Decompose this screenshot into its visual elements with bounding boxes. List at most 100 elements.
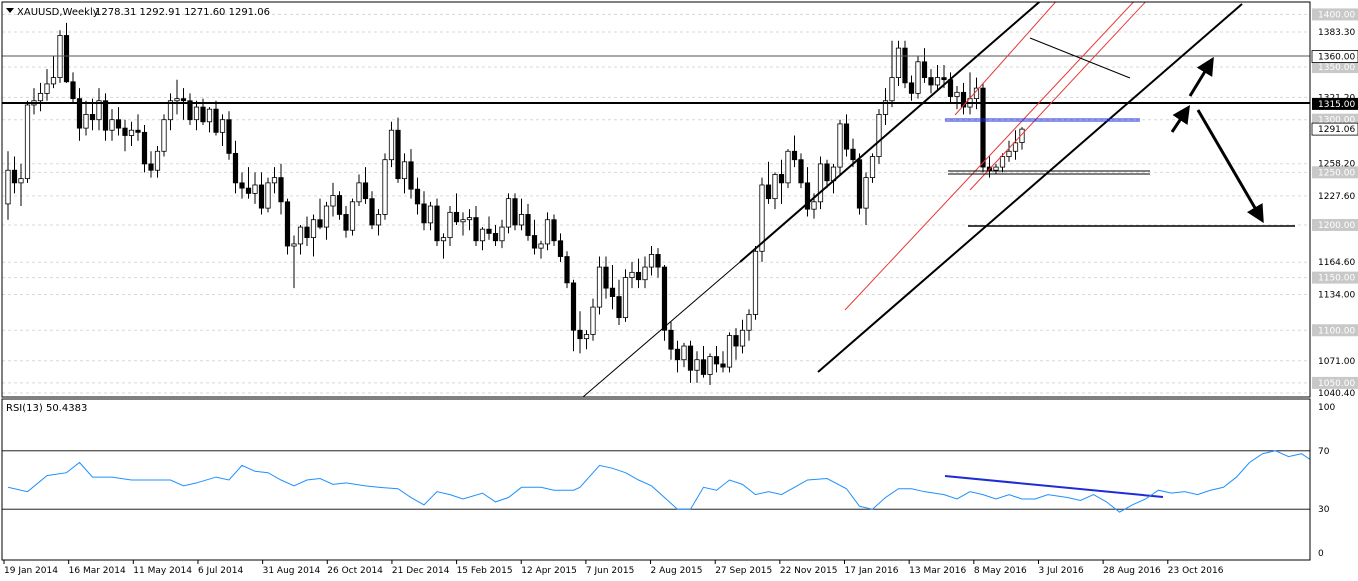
price-level-tag: 1100.00 [1312, 324, 1358, 337]
candle [570, 279, 577, 352]
candle [232, 140, 239, 194]
candle [278, 163, 284, 215]
candle [265, 177, 271, 213]
candle [245, 167, 252, 199]
candle [304, 216, 310, 247]
x-tick-label: 13 Mar 2016 [909, 566, 966, 576]
candle [915, 56, 921, 99]
candle [37, 82, 44, 112]
x-tick-label: 11 May 2014 [133, 566, 192, 576]
candle [330, 182, 336, 217]
svg-text:1291.06: 1291.06 [1318, 125, 1355, 135]
candle [174, 79, 180, 115]
candle [525, 203, 531, 241]
price-tick-label: 1040.40 [1318, 389, 1355, 399]
price-level-tag: 1360.00 [1311, 50, 1358, 63]
candle [148, 151, 154, 178]
candle [577, 311, 583, 354]
candle [882, 88, 889, 125]
x-tick-label: 21 Dec 2014 [392, 566, 450, 576]
price-tick-label: 1383.30 [1318, 28, 1355, 38]
candle [674, 340, 681, 373]
triangle-down-icon[interactable] [6, 8, 14, 13]
candle [63, 22, 70, 83]
price-level-tag: 1315.00 [1312, 97, 1358, 110]
candle [479, 227, 486, 251]
chart-header: XAUUSD,Weekly 1278.31 1292.91 1271.60 12… [6, 7, 270, 18]
channel-lower-line[interactable] [817, 3, 1243, 373]
rsi-divergence-line[interactable] [944, 475, 1164, 498]
rsi-tick-label: 0 [1318, 549, 1324, 559]
rsi-tick-label: 30 [1318, 505, 1330, 515]
candle [635, 258, 642, 289]
candle [856, 153, 863, 215]
candle [57, 30, 63, 83]
candle [102, 93, 109, 141]
candle [564, 251, 570, 289]
arrow-up-long[interactable] [1188, 56, 1214, 97]
candle [895, 40, 902, 87]
candle [369, 191, 375, 230]
candle [323, 201, 330, 240]
candle [135, 114, 141, 141]
arrow-up-short[interactable] [1170, 105, 1190, 133]
x-tick-label: 22 Nov 2015 [780, 566, 838, 576]
candle [154, 146, 161, 178]
candle [551, 214, 557, 247]
trend-drawings [2, 0, 1310, 397]
candle [538, 240, 544, 259]
candle [44, 69, 50, 101]
candle [785, 149, 791, 189]
long-trend-line[interactable] [582, 261, 741, 397]
candle [778, 159, 785, 204]
candle [187, 93, 193, 125]
candle [239, 172, 245, 199]
wedge-top-line[interactable] [1029, 37, 1131, 79]
candle [50, 56, 57, 89]
price-level-tag: 1150.00 [1312, 271, 1358, 284]
candle [473, 206, 479, 247]
red-channel-line-3[interactable] [969, 0, 1150, 191]
candle [954, 86, 960, 110]
rsi-tick-label: 70 [1318, 447, 1330, 457]
candle [109, 109, 115, 141]
candle [226, 111, 232, 160]
ohlc-readout: 1278.31 1292.91 1271.60 1291.06 [95, 7, 270, 18]
arrow-down-target[interactable] [1196, 109, 1264, 224]
candle [141, 124, 148, 173]
candle [356, 174, 362, 207]
candle [999, 153, 1006, 173]
candle [817, 156, 824, 210]
candle [928, 69, 934, 94]
candle [622, 269, 629, 322]
candle [590, 298, 596, 341]
candle [447, 206, 453, 247]
candle [1019, 127, 1025, 150]
candle [648, 246, 655, 276]
x-tick-label: 8 May 2016 [974, 566, 1027, 576]
rsi-title: RSI(13) 50.4383 [6, 403, 87, 414]
candle [434, 198, 440, 247]
x-tick-label: 26 Oct 2014 [327, 566, 383, 576]
candle [824, 159, 830, 189]
red-channel-line-1[interactable] [844, 0, 1140, 311]
x-tick-label: 23 Oct 2016 [1168, 566, 1224, 576]
candle [395, 117, 401, 183]
x-tick-label: 3 Jul 2016 [1038, 566, 1083, 576]
red-channel-line-2[interactable] [954, 0, 1060, 116]
candle [629, 261, 635, 289]
candle [291, 235, 297, 289]
rsi-pane-frame [1, 398, 1311, 561]
channel-upper-line[interactable] [739, 0, 1045, 263]
candle [115, 107, 122, 136]
price-tick-label: 1071.00 [1318, 357, 1355, 367]
candle [713, 346, 720, 373]
candle [993, 163, 999, 175]
candle [798, 153, 804, 189]
candle [726, 332, 733, 373]
candle [375, 209, 382, 236]
candle [596, 256, 603, 315]
candle [1006, 140, 1012, 162]
price-level-tag: 1200.00 [1312, 218, 1358, 231]
